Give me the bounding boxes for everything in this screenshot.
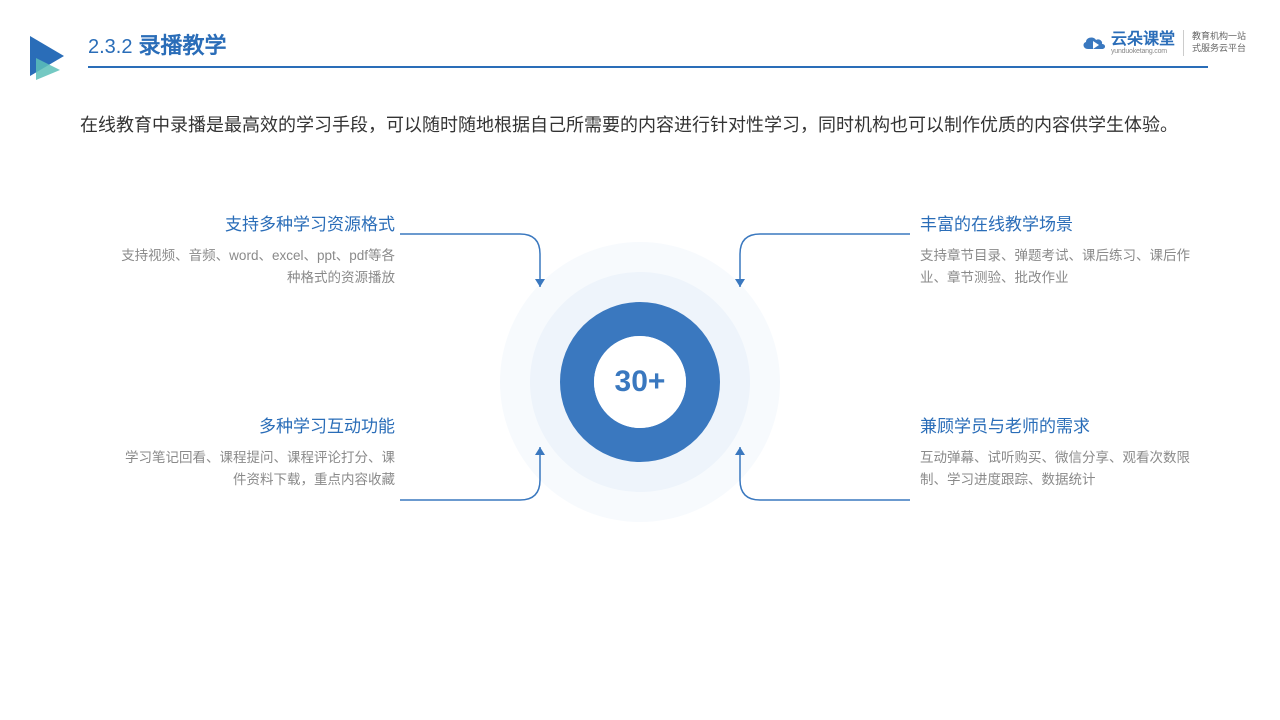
- connector-bottom-left: [400, 432, 580, 512]
- feature-desc: 支持章节目录、弹题考试、课后练习、课后作业、章节测验、批改作业: [920, 245, 1200, 288]
- brand-tagline: 教育机构一站 式服务云平台: [1192, 31, 1246, 54]
- feature-title: 丰富的在线教学场景: [920, 210, 1200, 235]
- intro-paragraph: 在线教育中录播是最高效的学习手段，可以随时随地根据自己所需要的内容进行针对性学习…: [80, 108, 1200, 142]
- feature-title: 兼顾学员与老师的需求: [920, 412, 1200, 437]
- cloud-icon: [1081, 33, 1107, 53]
- feature-title: 多种学习互动功能: [115, 412, 395, 437]
- feature-top-right: 丰富的在线教学场景 支持章节目录、弹题考试、课后练习、课后作业、章节测验、批改作…: [920, 210, 1200, 288]
- feature-desc: 学习笔记回看、课程提问、课程评论打分、课件资料下载，重点内容收藏: [115, 447, 395, 490]
- section-number: 2.3.2: [88, 36, 132, 59]
- center-number: 30+: [615, 365, 666, 399]
- feature-bottom-left: 多种学习互动功能 学习笔记回看、课程提问、课程评论打分、课件资料下载，重点内容收…: [115, 412, 395, 490]
- feature-desc: 支持视频、音频、word、excel、ppt、pdf等各种格式的资源播放: [115, 245, 395, 288]
- feature-title: 支持多种学习资源格式: [115, 210, 395, 235]
- tagline-line1: 教育机构一站: [1192, 31, 1246, 43]
- section-title: 录播教学: [138, 28, 226, 60]
- connector-bottom-right: [700, 432, 910, 512]
- feature-top-left: 支持多种学习资源格式 支持视频、音频、word、excel、ppt、pdf等各种…: [115, 210, 395, 288]
- feature-diagram: 30+ 支持多种学习资源格式 支持视频、音频、word、excel、ppt、pd…: [0, 202, 1280, 562]
- connector-top-left: [400, 232, 580, 312]
- feature-bottom-right: 兼顾学员与老师的需求 互动弹幕、试听购买、微信分享、观看次数限制、学习进度跟踪、…: [920, 412, 1200, 490]
- connector-top-right: [700, 232, 910, 312]
- brand-domain: yunduoketang.com: [1111, 48, 1175, 55]
- tagline-line2: 式服务云平台: [1192, 43, 1246, 55]
- feature-desc: 互动弹幕、试听购买、微信分享、观看次数限制、学习进度跟踪、数据统计: [920, 447, 1200, 490]
- brand-name: 云朵课堂: [1111, 32, 1175, 48]
- title-underline: [88, 66, 1208, 68]
- play-icon: [30, 36, 70, 85]
- logo-divider: [1183, 30, 1184, 56]
- brand-logo: 云朵课堂 yunduoketang.com 教育机构一站 式服务云平台: [1081, 30, 1246, 56]
